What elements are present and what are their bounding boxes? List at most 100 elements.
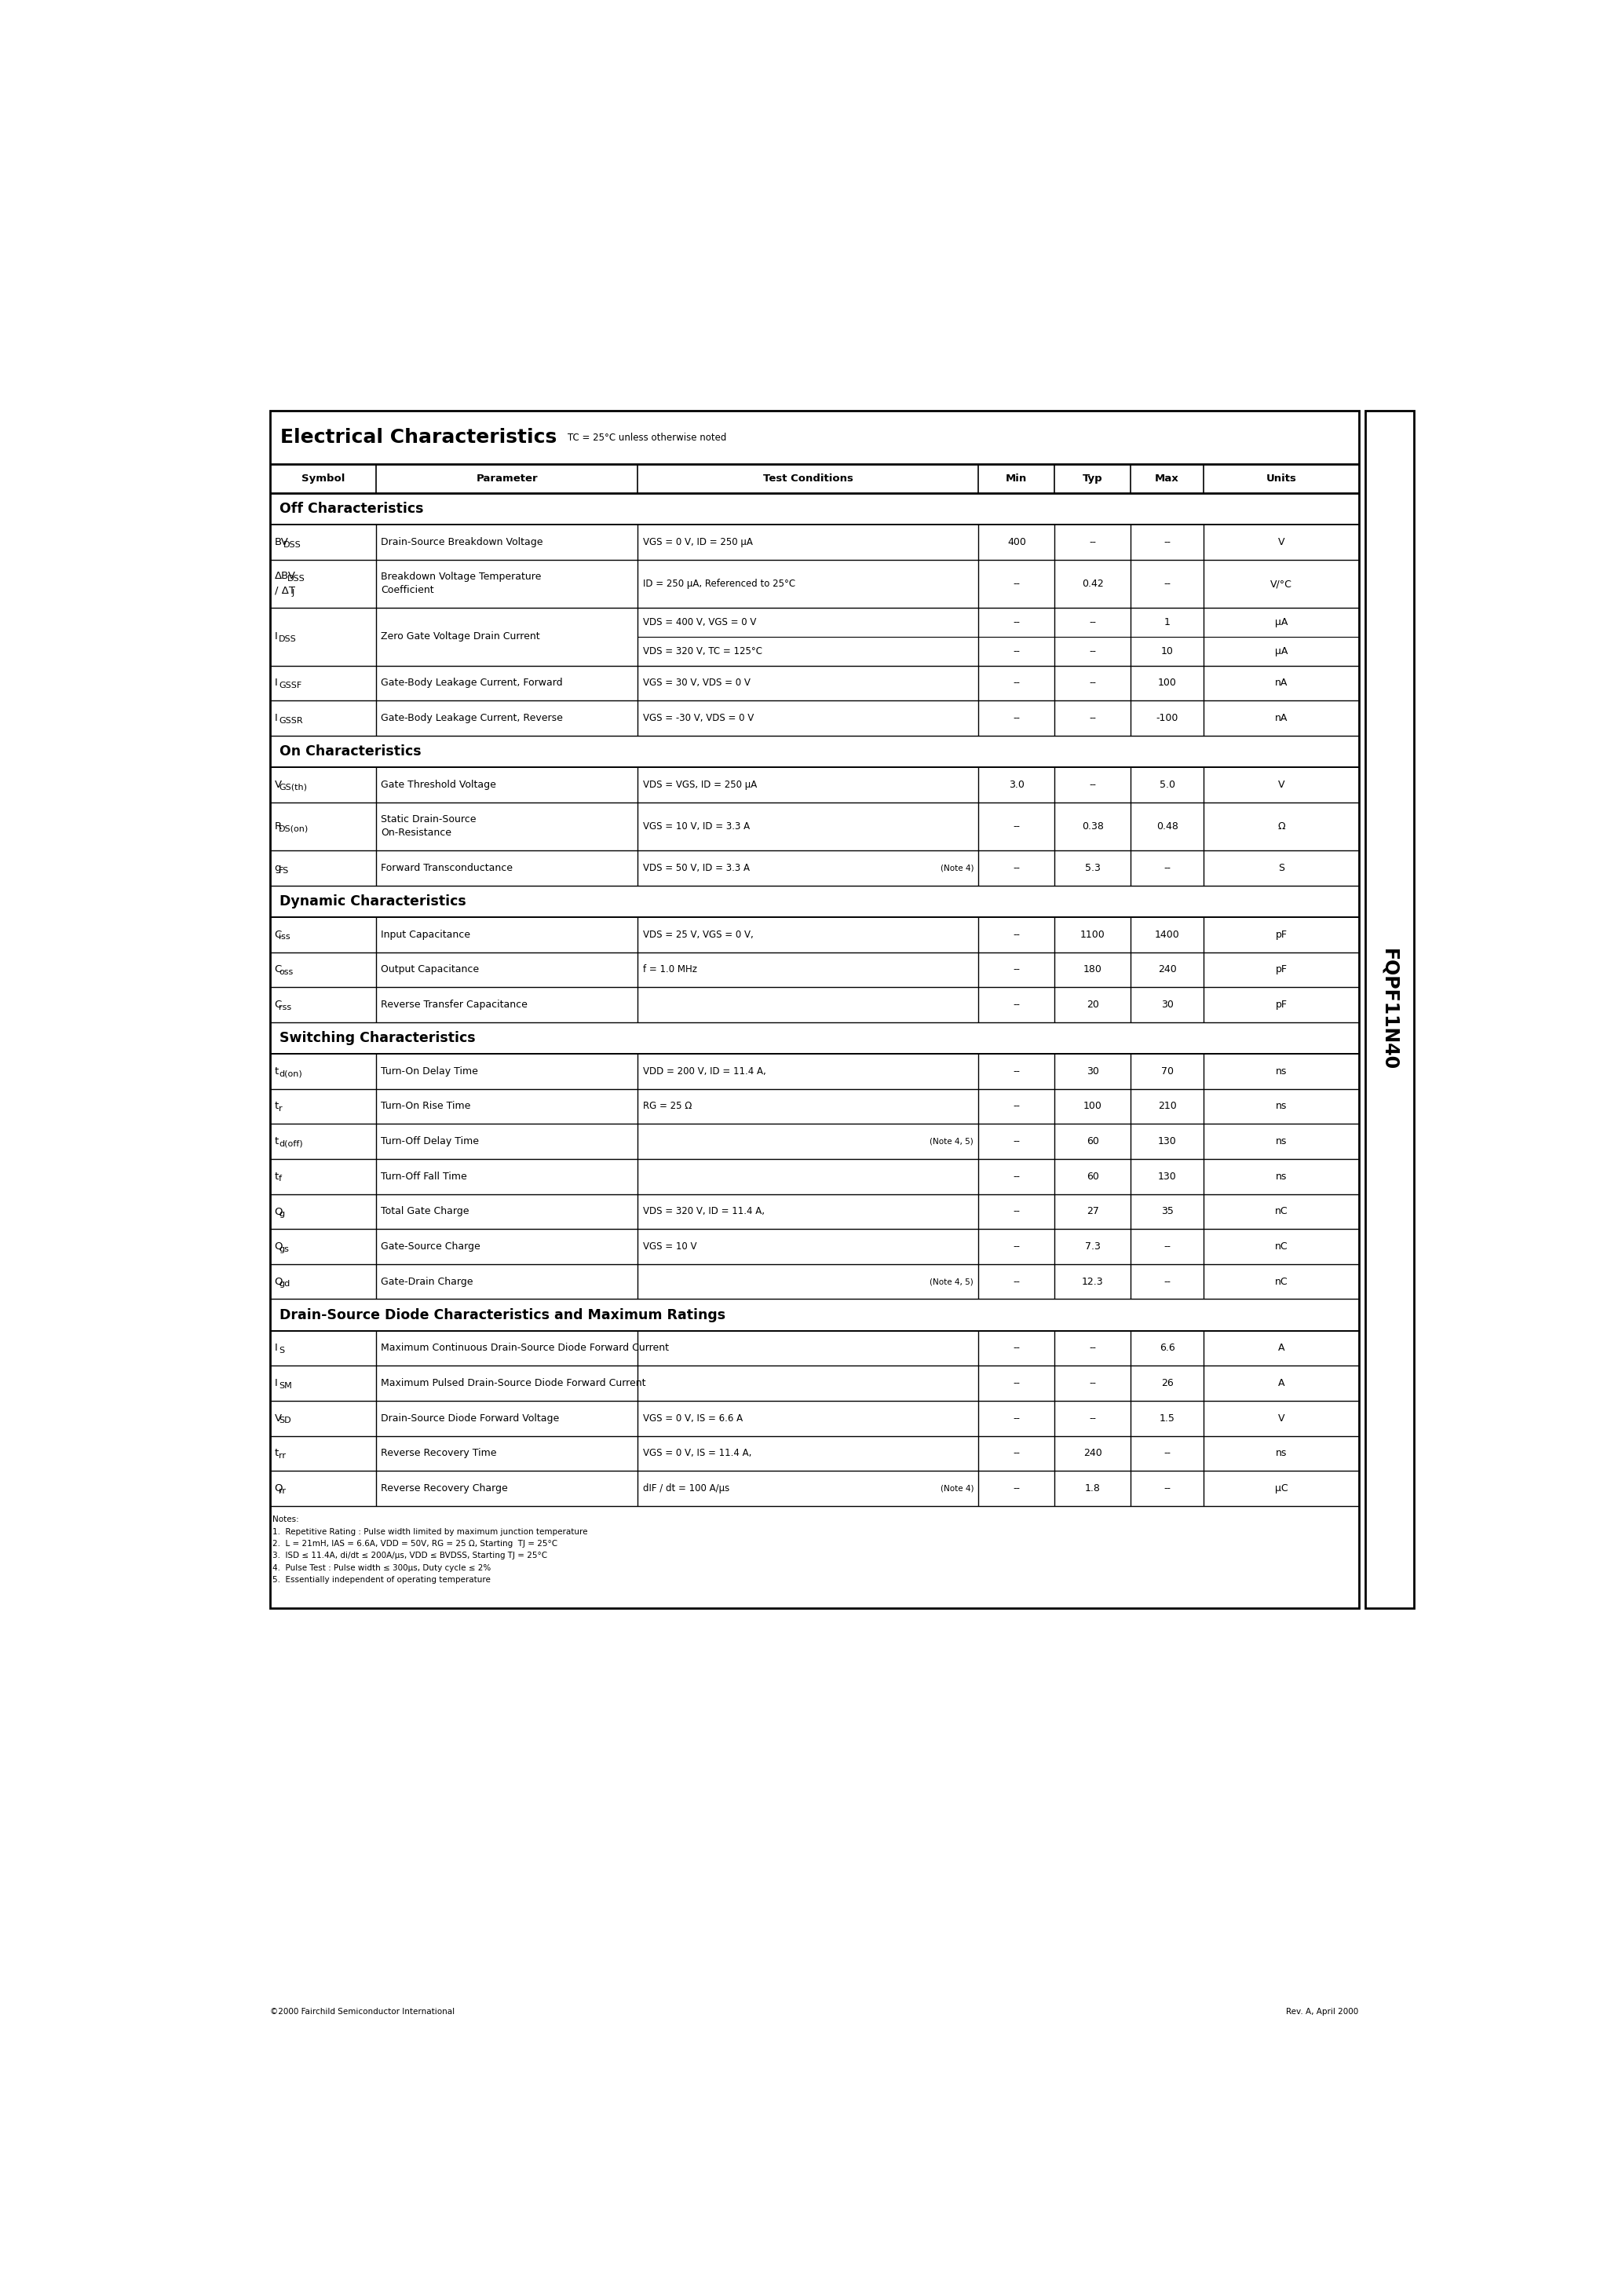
Text: -100: -100: [1156, 714, 1178, 723]
Text: pF: pF: [1275, 964, 1288, 976]
Text: --: --: [1088, 537, 1096, 546]
Text: Rev. A, April 2000: Rev. A, April 2000: [1286, 2009, 1359, 2016]
Text: t: t: [274, 1137, 279, 1146]
Text: 210: 210: [1158, 1102, 1176, 1111]
Text: --: --: [1014, 822, 1020, 831]
Text: VDD = 200 V, ID = 11.4 A,: VDD = 200 V, ID = 11.4 A,: [642, 1065, 766, 1077]
Text: --: --: [1088, 618, 1096, 627]
Text: 4.  Pulse Test : Pulse width ≤ 300μs, Duty cycle ≤ 2%: 4. Pulse Test : Pulse width ≤ 300μs, Dut…: [272, 1564, 491, 1573]
Text: nC: nC: [1275, 1242, 1288, 1251]
Text: --: --: [1014, 1242, 1020, 1251]
Text: ΔBV: ΔBV: [274, 572, 295, 581]
Text: Drain-Source Breakdown Voltage: Drain-Source Breakdown Voltage: [381, 537, 543, 546]
Text: Reverse Recovery Charge: Reverse Recovery Charge: [381, 1483, 508, 1492]
Text: Output Capacitance: Output Capacitance: [381, 964, 478, 976]
Text: pF: pF: [1275, 999, 1288, 1010]
Text: ns: ns: [1275, 1449, 1286, 1458]
Text: --: --: [1163, 537, 1171, 546]
Text: 240: 240: [1158, 964, 1176, 976]
Text: Min: Min: [1006, 473, 1027, 484]
Text: GS(th): GS(th): [279, 783, 307, 790]
Text: --: --: [1088, 781, 1096, 790]
Text: --: --: [1014, 1449, 1020, 1458]
Text: ns: ns: [1275, 1102, 1286, 1111]
Text: 20: 20: [1087, 999, 1098, 1010]
Text: I: I: [274, 1378, 277, 1389]
Text: d(off): d(off): [279, 1139, 303, 1148]
Text: --: --: [1088, 1412, 1096, 1424]
Text: --: --: [1014, 1102, 1020, 1111]
Text: / ΔT: / ΔT: [274, 585, 295, 595]
Text: Parameter: Parameter: [477, 473, 539, 484]
Text: Switching Characteristics: Switching Characteristics: [279, 1031, 475, 1045]
Text: I: I: [274, 1343, 277, 1352]
Text: --: --: [1163, 1483, 1171, 1492]
Text: VGS = 0 V, ID = 250 μA: VGS = 0 V, ID = 250 μA: [642, 537, 753, 546]
Text: VDS = 25 V, VGS = 0 V,: VDS = 25 V, VGS = 0 V,: [642, 930, 753, 939]
Text: Gate Threshold Voltage: Gate Threshold Voltage: [381, 781, 496, 790]
Text: V: V: [1278, 1412, 1285, 1424]
Text: Gate-Source Charge: Gate-Source Charge: [381, 1242, 480, 1251]
Text: Breakdown Voltage Temperature: Breakdown Voltage Temperature: [381, 572, 542, 581]
Text: Input Capacitance: Input Capacitance: [381, 930, 470, 939]
Text: 1400: 1400: [1155, 930, 1179, 939]
Text: --: --: [1163, 1449, 1171, 1458]
Text: nA: nA: [1275, 714, 1288, 723]
Text: C: C: [274, 964, 282, 976]
Text: ©2000 Fairchild Semiconductor International: ©2000 Fairchild Semiconductor Internatio…: [269, 2009, 454, 2016]
Text: C: C: [274, 930, 282, 939]
Text: GSSF: GSSF: [279, 682, 302, 689]
Text: oss: oss: [279, 969, 294, 976]
Text: Ω: Ω: [1278, 822, 1285, 831]
Text: Turn-On Rise Time: Turn-On Rise Time: [381, 1102, 470, 1111]
Text: ns: ns: [1275, 1137, 1286, 1146]
Text: f: f: [279, 1176, 282, 1182]
Text: 70: 70: [1161, 1065, 1173, 1077]
Text: --: --: [1014, 1205, 1020, 1217]
Text: --: --: [1014, 1412, 1020, 1424]
Text: 1100: 1100: [1080, 930, 1105, 939]
Text: --: --: [1088, 1378, 1096, 1389]
Text: --: --: [1014, 1483, 1020, 1492]
Text: Dynamic Characteristics: Dynamic Characteristics: [279, 893, 466, 909]
Text: Coefficient: Coefficient: [381, 585, 435, 595]
Text: C: C: [274, 999, 282, 1010]
Text: --: --: [1014, 1171, 1020, 1182]
Text: 5.  Essentially independent of operating temperature: 5. Essentially independent of operating …: [272, 1575, 491, 1584]
Text: FS: FS: [279, 866, 289, 875]
Text: 1.5: 1.5: [1160, 1412, 1174, 1424]
Text: nC: nC: [1275, 1205, 1288, 1217]
Text: --: --: [1163, 579, 1171, 590]
Text: Maximum Continuous Drain-Source Diode Forward Current: Maximum Continuous Drain-Source Diode Fo…: [381, 1343, 670, 1352]
Text: iss: iss: [279, 932, 290, 941]
Text: 1.  Repetitive Rating : Pulse width limited by maximum junction temperature: 1. Repetitive Rating : Pulse width limit…: [272, 1527, 587, 1536]
Text: DSS: DSS: [279, 636, 297, 643]
Text: (Note 4, 5): (Note 4, 5): [929, 1277, 973, 1286]
Text: rr: rr: [279, 1488, 285, 1495]
Text: V: V: [274, 781, 282, 790]
Text: DSS: DSS: [287, 574, 305, 583]
Text: nC: nC: [1275, 1277, 1288, 1286]
Text: 10: 10: [1161, 645, 1173, 657]
Text: --: --: [1088, 677, 1096, 689]
Text: Turn-Off Fall Time: Turn-Off Fall Time: [381, 1171, 467, 1182]
Text: 0.42: 0.42: [1082, 579, 1103, 590]
Text: DS(on): DS(on): [279, 824, 308, 833]
Text: --: --: [1014, 863, 1020, 872]
Text: ns: ns: [1275, 1065, 1286, 1077]
Text: --: --: [1014, 1277, 1020, 1286]
Text: --: --: [1014, 618, 1020, 627]
Text: gs: gs: [279, 1244, 289, 1254]
Text: --: --: [1088, 645, 1096, 657]
Text: --: --: [1014, 999, 1020, 1010]
Text: Test Conditions: Test Conditions: [762, 473, 853, 484]
Text: 30: 30: [1161, 999, 1173, 1010]
Text: Symbol: Symbol: [302, 473, 344, 484]
Text: μC: μC: [1275, 1483, 1288, 1492]
Text: nA: nA: [1275, 677, 1288, 689]
Text: --: --: [1163, 1277, 1171, 1286]
Text: 12.3: 12.3: [1082, 1277, 1103, 1286]
Text: Zero Gate Voltage Drain Current: Zero Gate Voltage Drain Current: [381, 631, 540, 643]
Text: μA: μA: [1275, 645, 1288, 657]
Text: S: S: [279, 1348, 284, 1355]
